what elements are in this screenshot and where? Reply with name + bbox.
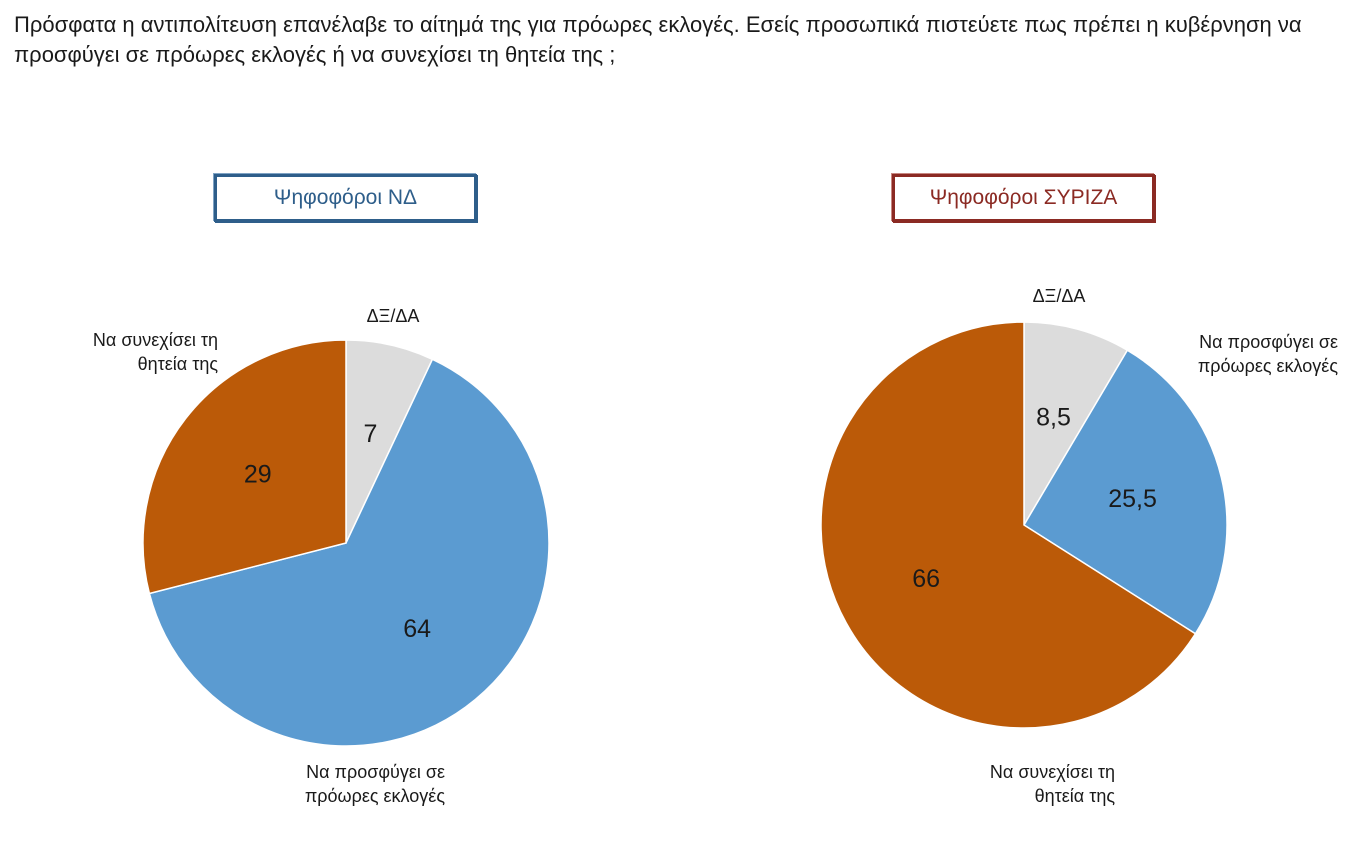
nd-label-early-line2: πρόωρες εκλογές bbox=[304, 786, 445, 806]
nd-label-dont-know-line1: ΔΞ/ΔΑ bbox=[366, 306, 420, 326]
nd-label-continue: Να συνεχίσει τη θητεία της bbox=[40, 328, 218, 376]
syriza-label-continue-line1: Να συνεχίσει τη bbox=[989, 762, 1115, 782]
nd-label-early: Να προσφύγει σε πρόωρες εκλογές bbox=[240, 760, 445, 808]
nd-voters-title: Ψηφοφόροι ΝΔ bbox=[273, 186, 418, 209]
syriza-label-dont-know-line1: ΔΞ/ΔΑ bbox=[1032, 286, 1086, 306]
nd-slice-continue bbox=[142, 339, 347, 595]
syriza-slice-dont-know bbox=[1023, 321, 1129, 528]
syriza-label-early-line2: πρόωρες εκλογές bbox=[1197, 356, 1338, 376]
syriza-value-continue: 66 bbox=[912, 565, 940, 593]
syriza-value-early-elections: 25,5 bbox=[1108, 485, 1157, 513]
nd-voters-title-box: Ψηφοφόροι ΝΔ bbox=[214, 174, 477, 222]
nd-label-dont-know: ΔΞ/ΔΑ bbox=[348, 304, 438, 328]
nd-value-early-elections: 64 bbox=[403, 615, 431, 643]
syriza-voters-title: Ψηφοφόροι ΣΥΡΙΖΑ bbox=[929, 186, 1118, 209]
syriza-value-dont-know: 8,5 bbox=[1036, 403, 1071, 431]
syriza-label-early-line1: Να προσφύγει σε bbox=[1199, 332, 1338, 352]
nd-slice-early-elections bbox=[148, 358, 550, 747]
syriza-slice-continue bbox=[820, 321, 1197, 729]
syriza-label-early: Να προσφύγει σε πρόωρες εκλογές bbox=[1130, 330, 1338, 378]
nd-label-continue-line1: Να συνεχίσει τη bbox=[92, 330, 218, 350]
syriza-slice-early-elections bbox=[1022, 349, 1228, 635]
nd-value-continue: 29 bbox=[244, 461, 272, 489]
nd-label-early-line1: Να προσφύγει σε bbox=[306, 762, 445, 782]
syriza-label-continue-line2: θητεία της bbox=[1034, 786, 1115, 806]
nd-label-continue-line2: θητεία της bbox=[137, 354, 218, 374]
survey-question: Πρόσφατα η αντιπολίτευση επανέλαβε το αί… bbox=[14, 12, 1302, 67]
syriza-label-continue: Να συνεχίσει τη θητεία της bbox=[935, 760, 1115, 808]
nd-value-dont-know: 7 bbox=[363, 420, 377, 448]
syriza-label-dont-know: ΔΞ/ΔΑ bbox=[1014, 284, 1104, 308]
syriza-voters-title-box: Ψηφοφόροι ΣΥΡΙΖΑ bbox=[892, 174, 1155, 222]
